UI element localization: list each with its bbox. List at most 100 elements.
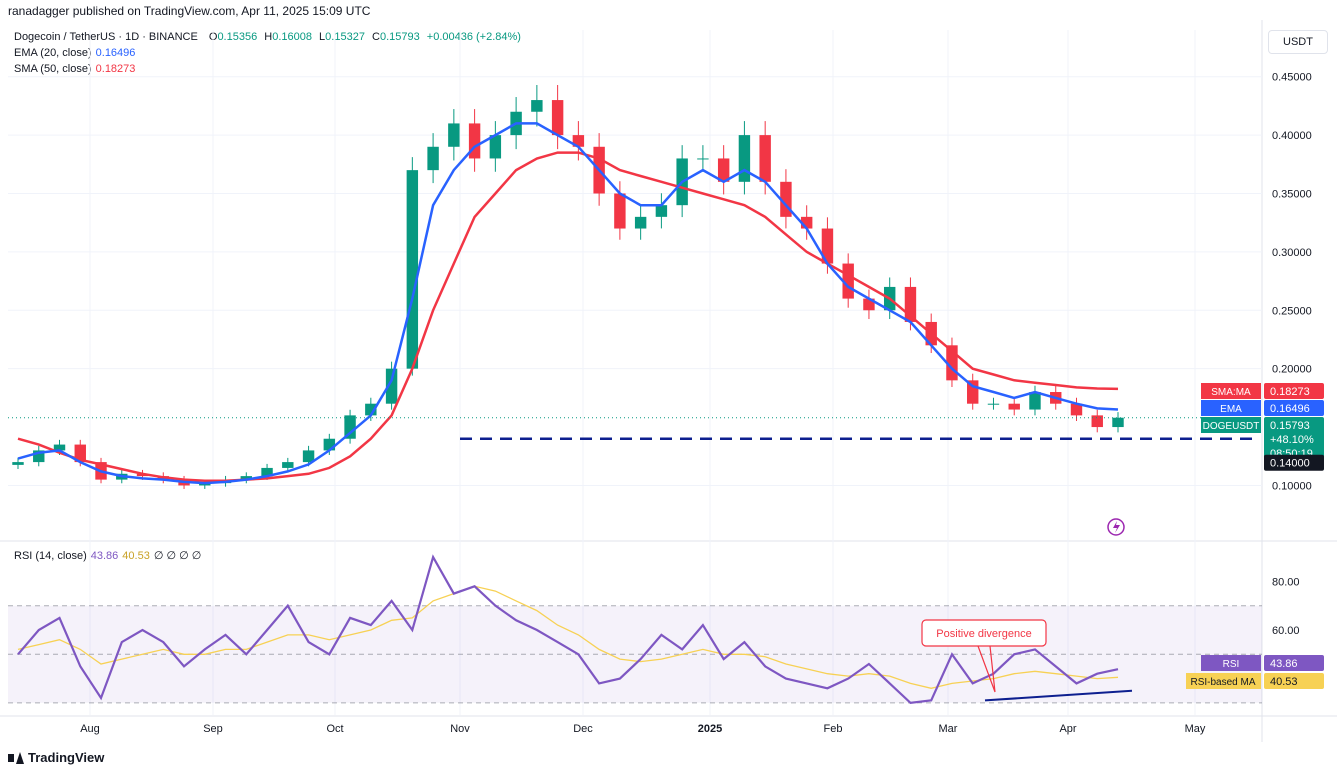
rsi-badge-value-bg — [1264, 655, 1324, 671]
candle-body — [904, 286, 917, 322]
candle-body — [717, 158, 730, 182]
currency-unit-button[interactable]: USDT — [1268, 30, 1328, 54]
price-badge-value-bg — [1264, 417, 1324, 461]
candle-body — [759, 135, 771, 182]
sma-legend-label: SMA (50, close) — [14, 63, 92, 75]
divergence-annotation: Positive divergence — [921, 619, 1047, 693]
candle-body — [697, 158, 709, 160]
time-tick-label: Sep — [203, 723, 223, 735]
price-tick-label: 0.10000 — [1272, 480, 1312, 492]
rsi-legend-label: RSI (14, close) — [14, 550, 87, 562]
close-value: 0.15793 — [379, 31, 420, 43]
price-tick-label: 0.25000 — [1272, 305, 1312, 317]
close-label: C — [372, 31, 380, 43]
price-tick-label: 0.40000 — [1272, 130, 1312, 142]
rsi-ma-badge-label: RSI-based MA — [1190, 677, 1255, 688]
price-badge: DOGEUSDT 0.15793+48.10%08:50:19 — [1201, 417, 1324, 461]
candle-body — [302, 450, 315, 463]
price-badge-value: 0.15793 — [1270, 420, 1310, 432]
candle-body — [12, 462, 24, 465]
candle-body — [1112, 417, 1124, 428]
candle-body — [1029, 392, 1041, 410]
candle-body — [967, 380, 979, 404]
price-badge-extra: +48.10% — [1270, 434, 1314, 446]
ema-badge-value-bg — [1264, 400, 1324, 416]
price-badges: SMA:MA 0.18273 EMA 0.16496 DOGEUSDT 0.15793 +4… — [1186, 383, 1324, 689]
low-label: L — [319, 31, 326, 43]
time-tick-label: 2025 — [698, 723, 722, 735]
rsi-badge-label-bg — [1201, 655, 1261, 671]
candle-body — [74, 444, 86, 463]
candle-body — [365, 403, 377, 416]
high-label: H — [264, 31, 273, 43]
candle-body — [863, 298, 875, 311]
sma-badge-label: SMA:MA — [1211, 387, 1251, 398]
candle-body — [551, 100, 564, 136]
candle-body — [282, 462, 294, 468]
candle-body — [261, 467, 273, 477]
lightning-icon — [1107, 518, 1125, 536]
candle-body — [780, 181, 792, 217]
rsi-legend-extras: ∅ ∅ ∅ ∅ — [153, 550, 202, 562]
annotation-text: Positive divergence — [936, 628, 1031, 640]
ema-badge-value: 0.16496 — [1270, 403, 1310, 415]
time-tick-label: Nov — [450, 723, 470, 735]
support-badge: 0.14000 — [1264, 454, 1324, 471]
rsi-badge-value: 43.86 — [1270, 658, 1298, 670]
rsi-ma-badge-value-bg — [1264, 673, 1324, 689]
candle-body — [33, 450, 45, 463]
lightning-icon-ring — [1107, 518, 1125, 536]
ema-line — [17, 122, 1119, 485]
time-tick-label: May — [1185, 723, 1206, 735]
candle-body — [842, 263, 854, 299]
rsi-ma-line — [17, 585, 1119, 689]
price-tick-label: 0.20000 — [1272, 364, 1312, 376]
time-tick-label: Apr — [1059, 723, 1076, 735]
rsi-tick-label: 80.00 — [1272, 576, 1300, 588]
ema-badge: EMA 0.16496 — [1201, 400, 1324, 416]
sma-line — [17, 151, 1119, 483]
candle-body — [406, 170, 419, 369]
high-value: 0.16008 — [272, 31, 312, 43]
candle-body — [655, 205, 668, 217]
sma-badge-label-bg — [1201, 383, 1261, 399]
time-tick-label: Aug — [80, 723, 100, 735]
candle-body — [821, 228, 834, 264]
sma-badge-value: 0.18273 — [1270, 386, 1310, 398]
rsi-ma-badge-value: 40.53 — [1270, 676, 1298, 688]
ema-legend: EMA (20, close) 0.16496 — [14, 47, 135, 59]
sma-badge-value-bg — [1264, 383, 1324, 399]
price-badge-label-bg — [1201, 417, 1261, 433]
rsi-legend-value: 43.86 — [90, 550, 119, 562]
ema-badge-label-bg — [1201, 400, 1261, 416]
time-tick-label: Dec — [573, 723, 593, 735]
price-panel — [8, 85, 1262, 536]
time-tick-label: Oct — [326, 723, 343, 735]
candle-body — [323, 438, 336, 451]
tradingview-logo-icon — [8, 751, 24, 764]
rsi-badge-label: RSI — [1223, 659, 1240, 670]
rsi-panel: Positive divergence — [8, 554, 1262, 705]
rsi-ma-badge: RSI-based MA 40.53 — [1186, 673, 1324, 689]
time-tick-label: Feb — [824, 723, 843, 735]
support-badge-bg — [1264, 454, 1324, 471]
candle-body — [572, 135, 585, 147]
lightning-icon-bolt — [1113, 521, 1120, 533]
symbol-legend: Dogecoin / TetherUS · 1D · BINANCE O0.15… — [14, 31, 521, 43]
sma-badge: SMA:MA 0.18273 — [1201, 383, 1324, 399]
rsi-legend: RSI (14, close) 43.86 40.53 ∅ ∅ ∅ ∅ — [14, 549, 201, 562]
candle-body — [385, 368, 398, 404]
candle-body — [634, 216, 647, 229]
candle-body — [531, 100, 543, 112]
candle-body — [987, 403, 1000, 405]
publish-header: ranadagger published on TradingView.com,… — [8, 4, 371, 18]
axes: 0.45000 0.40000 0.35000 0.30000 0.25000 0.200… — [80, 72, 1312, 735]
price-badge-label: DOGEUSDT — [1203, 421, 1260, 432]
candle-body — [1008, 403, 1020, 410]
candle-body — [489, 135, 502, 159]
candle-body — [240, 476, 253, 480]
annotation-box — [921, 619, 1047, 647]
candle-body — [800, 216, 813, 229]
tradingview-logo[interactable]: TradingView — [8, 750, 104, 765]
